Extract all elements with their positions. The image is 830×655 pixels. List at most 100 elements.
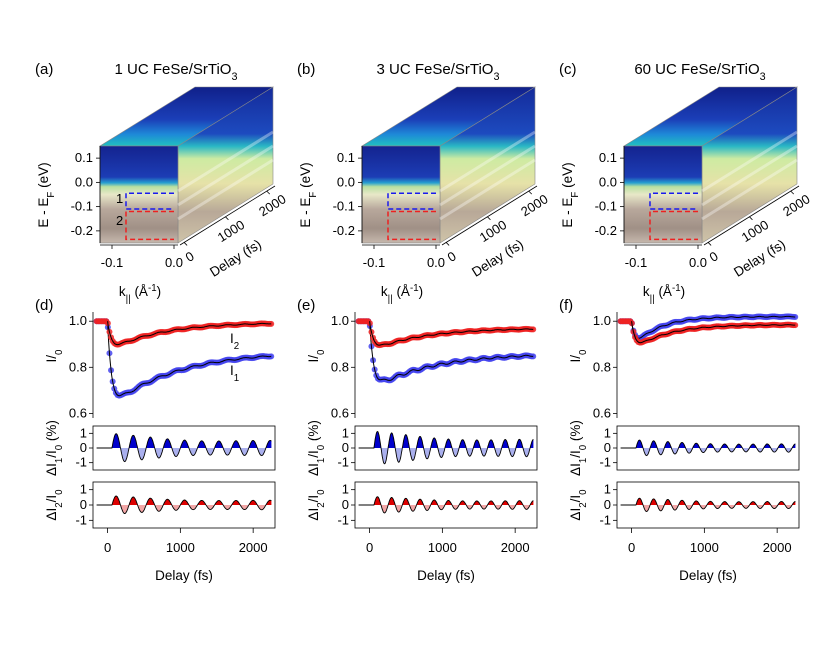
delay-tick-label: 1000 — [477, 217, 509, 245]
arpes-band — [177, 158, 274, 221]
arpes-x-tick-label: 0.0 — [427, 255, 445, 270]
arpes-band — [701, 158, 798, 221]
osc-y-tick-label-2: 0 — [342, 497, 349, 512]
arpes-x-tick-label: -0.1 — [101, 255, 123, 270]
osc-y-tick-label-2: 1 — [80, 482, 87, 497]
delay-tick-label: 2000 — [256, 191, 288, 219]
fit-line-I1 — [369, 321, 534, 381]
arpes-band — [439, 144, 536, 207]
arpes-y-label: E - EF (eV) — [36, 162, 57, 227]
osc-area-negative-2 — [620, 505, 796, 512]
osc-line-1 — [358, 430, 534, 465]
osc-y-tick-label-1: 0 — [604, 440, 611, 455]
delay-x-tick-label: 2000 — [763, 540, 792, 555]
arpes-y-tick-label: 0.1 — [75, 150, 93, 165]
osc-y-tick-label-1: 1 — [80, 425, 87, 440]
delay-axis — [441, 185, 538, 246]
intensity-y-tick-label: 1.0 — [331, 313, 349, 328]
osc-y-tick-label-2: -1 — [599, 512, 611, 527]
intensity-y-tick-label: 1.0 — [69, 313, 87, 328]
delay-axis-label: Delay (fs) — [469, 237, 526, 280]
delay-axis-label: Delay (fs) — [207, 237, 264, 280]
series-label-I1: I1 — [230, 363, 239, 384]
column-3: (c) 60 UC FeSe/SrTiO3 0.1 0.0 -0.1 -0.2 E - EF… — [559, 61, 813, 583]
osc-y-tick-label-1: -1 — [337, 455, 349, 470]
osc-y-label-2: ΔI2/I0 — [306, 489, 327, 521]
osc-line-2 — [620, 497, 796, 512]
arpes-band — [701, 130, 798, 193]
arpes-y-tick-label: -0.1 — [333, 199, 355, 214]
osc-y-tick-label-2: -1 — [75, 512, 87, 527]
data-point-I2 — [530, 326, 537, 333]
fit-line-I2 — [369, 321, 534, 346]
region-box-2 — [649, 210, 698, 241]
arpes-band — [701, 144, 798, 207]
panel-label-top: (c) — [559, 61, 577, 78]
column-2: (b) 3 UC FeSe/SrTiO3 0.1 0.0 -0.1 -0.2 E - EF … — [297, 61, 551, 583]
intensity-y-tick-label: 0.8 — [593, 359, 611, 374]
data-point-I1 — [268, 353, 275, 360]
fit-line-I2 — [631, 321, 796, 344]
region-box-2 — [387, 210, 436, 241]
arpes-y-tick-label: -0.1 — [71, 199, 93, 214]
osc-area-negative-1 — [96, 448, 272, 462]
osc-line-1 — [96, 433, 272, 463]
intensity-y-label: I/0 — [44, 349, 65, 363]
intensity-y-tick-label: 0.6 — [69, 405, 87, 420]
osc-y-tick-label-2: -1 — [337, 512, 349, 527]
arpes-band — [439, 130, 536, 193]
delay-tick-label: 2000 — [780, 191, 812, 219]
fit-line-I2 — [107, 321, 272, 346]
data-point-I2 — [792, 322, 799, 329]
osc-y-tick-label-1: 1 — [604, 425, 611, 440]
osc-area-positive-1 — [620, 440, 796, 448]
arpes-y-tick-label: -0.2 — [71, 223, 93, 238]
osc-y-tick-label-1: -1 — [75, 455, 87, 470]
intensity-y-tick-label: 1.0 — [593, 313, 611, 328]
delay-x-tick-label: 2000 — [501, 540, 530, 555]
delay-axis — [179, 185, 276, 246]
panel-label-top: (a) — [35, 61, 53, 78]
arpes-x-label: k|| (Å-1) — [381, 283, 423, 305]
osc-y-label-2: ΔI2/I0 — [44, 489, 65, 521]
delay-tick — [225, 216, 229, 221]
data-point-I1 — [792, 313, 799, 320]
delay-x-tick-label: 0 — [366, 540, 373, 555]
osc-y-label-1: ΔI1/I0 (%) — [44, 420, 65, 476]
osc-line-2 — [358, 496, 534, 514]
osc-y-label-1: ΔI1/I0 (%) — [306, 420, 327, 476]
osc-y-tick-label-2: 0 — [80, 497, 87, 512]
osc-y-tick-label-1: -1 — [599, 455, 611, 470]
delay-tick — [266, 190, 271, 195]
fit-line-I1 — [107, 321, 272, 397]
arpes-front-face — [623, 145, 703, 244]
arpes-band — [439, 158, 536, 221]
delay-tick — [528, 190, 533, 195]
arpes-y-tick-label: 0.1 — [599, 150, 617, 165]
region-box-1 — [125, 192, 174, 210]
data-point-I1 — [530, 353, 537, 360]
osc-line-2 — [96, 495, 272, 514]
fit-line-I1 — [631, 315, 796, 339]
series-label-I2: I2 — [230, 331, 239, 352]
osc-y-tick-label-2: 1 — [342, 482, 349, 497]
delay-x-tick-label: 1000 — [166, 540, 195, 555]
intensity-y-label: I/0 — [306, 349, 327, 363]
region-box-2-label: 2 — [116, 213, 123, 228]
osc-area-positive-2 — [620, 498, 796, 505]
osc-area-negative-2 — [358, 505, 534, 513]
delay-axis-label: Delay (fs) — [731, 237, 788, 280]
arpes-y-tick-label: -0.2 — [595, 223, 617, 238]
osc-area-negative-1 — [620, 448, 796, 456]
osc-area-positive-1 — [358, 431, 534, 448]
arpes-y-tick-label: -0.1 — [595, 199, 617, 214]
delay-tick-label: 0 — [183, 248, 197, 265]
arpes-x-tick-label: -0.1 — [363, 255, 385, 270]
delay-x-tick-label: 0 — [628, 540, 635, 555]
column-1: (a) 1 UC FeSe/SrTiO3 0.1 0.0 -0.1 -0.2 E - EF … — [35, 61, 289, 583]
arpes-front-face — [361, 145, 441, 244]
osc-line-1 — [620, 439, 796, 457]
osc-area-negative-2 — [96, 505, 272, 514]
delay-x-tick-label: 2000 — [239, 540, 268, 555]
region-box-1 — [387, 192, 436, 210]
